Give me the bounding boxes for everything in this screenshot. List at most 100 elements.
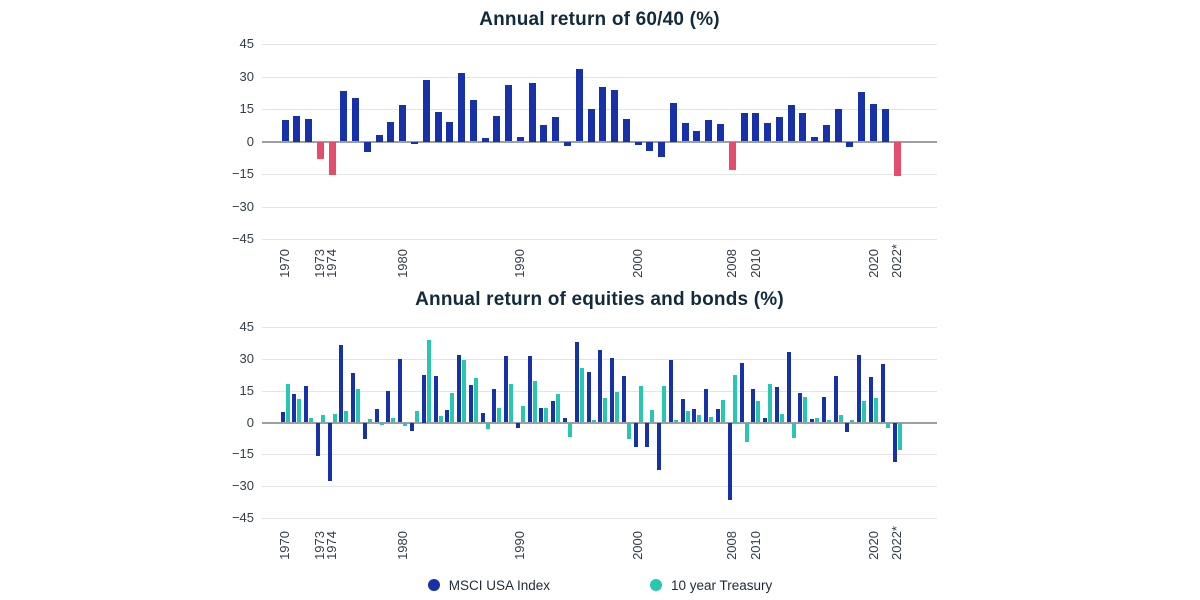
treasury-bar-2018	[850, 420, 855, 423]
msci-bar-1993	[551, 401, 556, 423]
y-tick-label: −30	[231, 198, 254, 214]
x-tick-label: 1973	[312, 531, 328, 560]
y-tick-label: 30	[239, 68, 254, 84]
treasury-bar-1994	[567, 422, 572, 438]
treasury-legend-marker-icon	[650, 579, 662, 591]
bar-1977	[363, 141, 371, 153]
treasury-bar-1991	[532, 381, 537, 423]
bar-2006	[705, 119, 713, 142]
gridline	[262, 390, 937, 392]
treasury-bar-2017	[838, 415, 843, 423]
treasury-bar-2012	[779, 414, 784, 423]
y-tick-label: −15	[231, 446, 254, 462]
bar-2004	[681, 123, 689, 142]
treasury-bar-1989	[509, 384, 514, 423]
treasury-bar-1996	[591, 420, 596, 423]
treasury-bar-1978	[379, 422, 384, 425]
treasury-bar-1993	[556, 393, 561, 423]
treasury-bar-1998	[615, 391, 620, 423]
y-tick-label: 45	[239, 319, 254, 334]
treasury-bar-1984	[450, 392, 455, 423]
y-tick-label: 0	[246, 133, 254, 149]
bar-1980	[399, 104, 407, 142]
msci-bar-1998	[610, 357, 615, 423]
treasury-bar-1987	[485, 422, 490, 429]
msci-bar-2009	[739, 363, 744, 423]
legend-item-treasury: 10 year Treasury	[650, 578, 772, 593]
gridline	[262, 206, 937, 208]
bar-2017	[834, 109, 842, 142]
x-tick-label: 2022*	[889, 244, 905, 278]
bar-1978	[375, 135, 383, 142]
treasury-bar-2002	[662, 386, 667, 423]
bar-2018	[846, 141, 854, 147]
gridline	[262, 454, 937, 456]
treasury-legend-label: 10 year Treasury	[671, 577, 773, 593]
treasury-bar-1995	[579, 368, 584, 423]
msci-bar-2007	[715, 408, 720, 423]
msci-bar-1996	[586, 371, 591, 423]
x-tick-label: 2010	[747, 531, 763, 560]
bar-1998	[611, 89, 619, 142]
x-tick-label: 1974	[324, 531, 340, 560]
treasury-bar-1981	[414, 410, 419, 423]
msci-bar-1975	[339, 345, 344, 423]
gridline	[262, 358, 937, 360]
x-tick-label: 1970	[277, 249, 292, 278]
bar-1982	[422, 79, 430, 142]
treasury-bar-2005	[697, 415, 702, 423]
bar-2021	[881, 109, 889, 142]
bar-2015	[811, 137, 819, 142]
treasury-bar-2013	[791, 422, 796, 439]
treasury-bar-2022	[897, 422, 902, 451]
msci-bar-1980	[398, 358, 403, 423]
msci-bar-2015	[810, 419, 815, 423]
y-tick-label: −30	[231, 478, 254, 494]
bar-1997	[599, 87, 607, 142]
msci-bar-2018	[845, 422, 850, 433]
msci-legend-marker-icon	[427, 579, 440, 591]
msci-bar-1983	[433, 375, 438, 423]
msci-bar-1977	[362, 422, 367, 440]
treasury-bar-1973	[320, 415, 325, 423]
treasury-bar-2011	[768, 384, 773, 423]
treasury-bar-2003	[673, 420, 678, 423]
msci-bar-1982	[421, 374, 426, 423]
bar-2009	[740, 113, 748, 142]
bar-1990	[516, 137, 524, 142]
bar-1992	[540, 125, 548, 142]
gridline	[262, 518, 937, 519]
msci-bar-2008	[727, 422, 732, 500]
msci-legend-label: MSCI USA Index	[448, 577, 550, 593]
msci-bar-1988	[492, 388, 497, 423]
y-tick-label: 15	[239, 101, 254, 116]
gridline	[262, 486, 937, 488]
treasury-bar-1975	[344, 410, 349, 423]
gridline	[262, 44, 937, 45]
msci-bar-2004	[680, 399, 685, 423]
treasury-bar-2015	[815, 418, 820, 423]
bar-1971	[293, 115, 301, 142]
bar-1970	[281, 119, 289, 142]
treasury-bar-2020	[874, 398, 878, 423]
treasury-bar-1992	[544, 407, 549, 423]
y-tick-label: −15	[231, 166, 254, 181]
bar-1974	[328, 141, 336, 176]
bar-1994	[563, 141, 571, 146]
bar-2022	[893, 141, 901, 177]
gridline	[262, 174, 937, 175]
chart-title-60-40: Annual return of 60/40 (%)	[479, 9, 720, 30]
y-tick-label: 45	[239, 36, 254, 51]
treasury-bar-1983	[438, 416, 443, 423]
msci-bar-2020	[869, 376, 873, 423]
msci-bar-2012	[774, 387, 779, 423]
bar-1988	[493, 115, 501, 142]
treasury-bar-2007	[720, 400, 725, 423]
treasury-bar-1979	[391, 418, 396, 423]
treasury-bar-2016	[826, 420, 831, 423]
msci-bar-2017	[833, 375, 838, 423]
msci-bar-2013	[786, 352, 791, 423]
msci-bar-1970	[280, 411, 285, 423]
